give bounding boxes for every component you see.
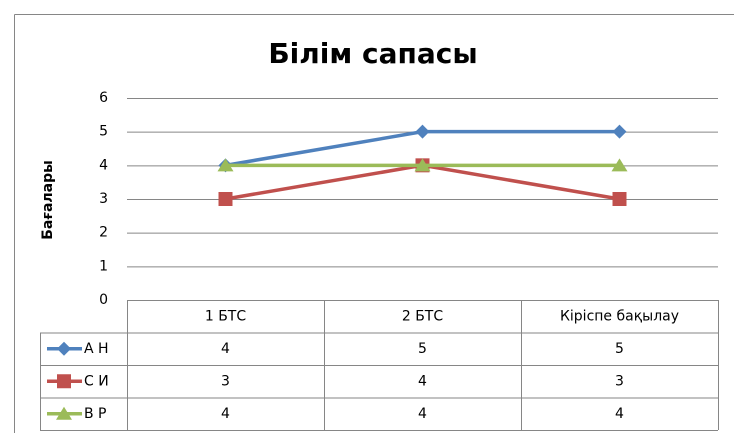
x-tick-label: 2 БТС <box>402 308 444 324</box>
legend-label: С И <box>84 373 109 389</box>
x-tick-label: 1 БТС <box>205 308 247 324</box>
table-value: 4 <box>418 373 427 389</box>
x-tick-label: Кіріспе бақылау <box>560 308 679 324</box>
chart-title: Білім сапасы <box>268 37 477 70</box>
table-value: 5 <box>615 341 624 357</box>
y-axis-label: Бағалары <box>40 160 56 240</box>
y-tick-label: 0 <box>99 292 108 308</box>
y-tick-label: 5 <box>99 124 108 140</box>
marker <box>218 192 233 206</box>
table-value: 5 <box>418 341 427 357</box>
table-value: 3 <box>615 373 624 389</box>
legend-label: В Р <box>84 406 107 422</box>
y-tick-label: 6 <box>99 90 108 106</box>
table-value: 4 <box>221 341 230 357</box>
marker <box>611 158 628 172</box>
legend-label: А Н <box>84 341 109 357</box>
y-tick-label: 3 <box>99 191 108 207</box>
y-tick-label: 2 <box>99 225 108 241</box>
y-tick-label: 1 <box>99 258 108 274</box>
marker <box>414 158 431 172</box>
marker <box>56 406 72 420</box>
table-value: 3 <box>221 373 230 389</box>
marker <box>612 192 627 206</box>
marker <box>415 124 430 139</box>
table-value: 4 <box>221 406 230 422</box>
y-tick-label: 4 <box>99 157 108 173</box>
marker <box>217 158 234 172</box>
table-value: 4 <box>418 406 427 422</box>
table-value: 4 <box>615 406 624 422</box>
marker <box>57 374 71 389</box>
marker <box>612 124 627 139</box>
marker <box>57 341 71 356</box>
